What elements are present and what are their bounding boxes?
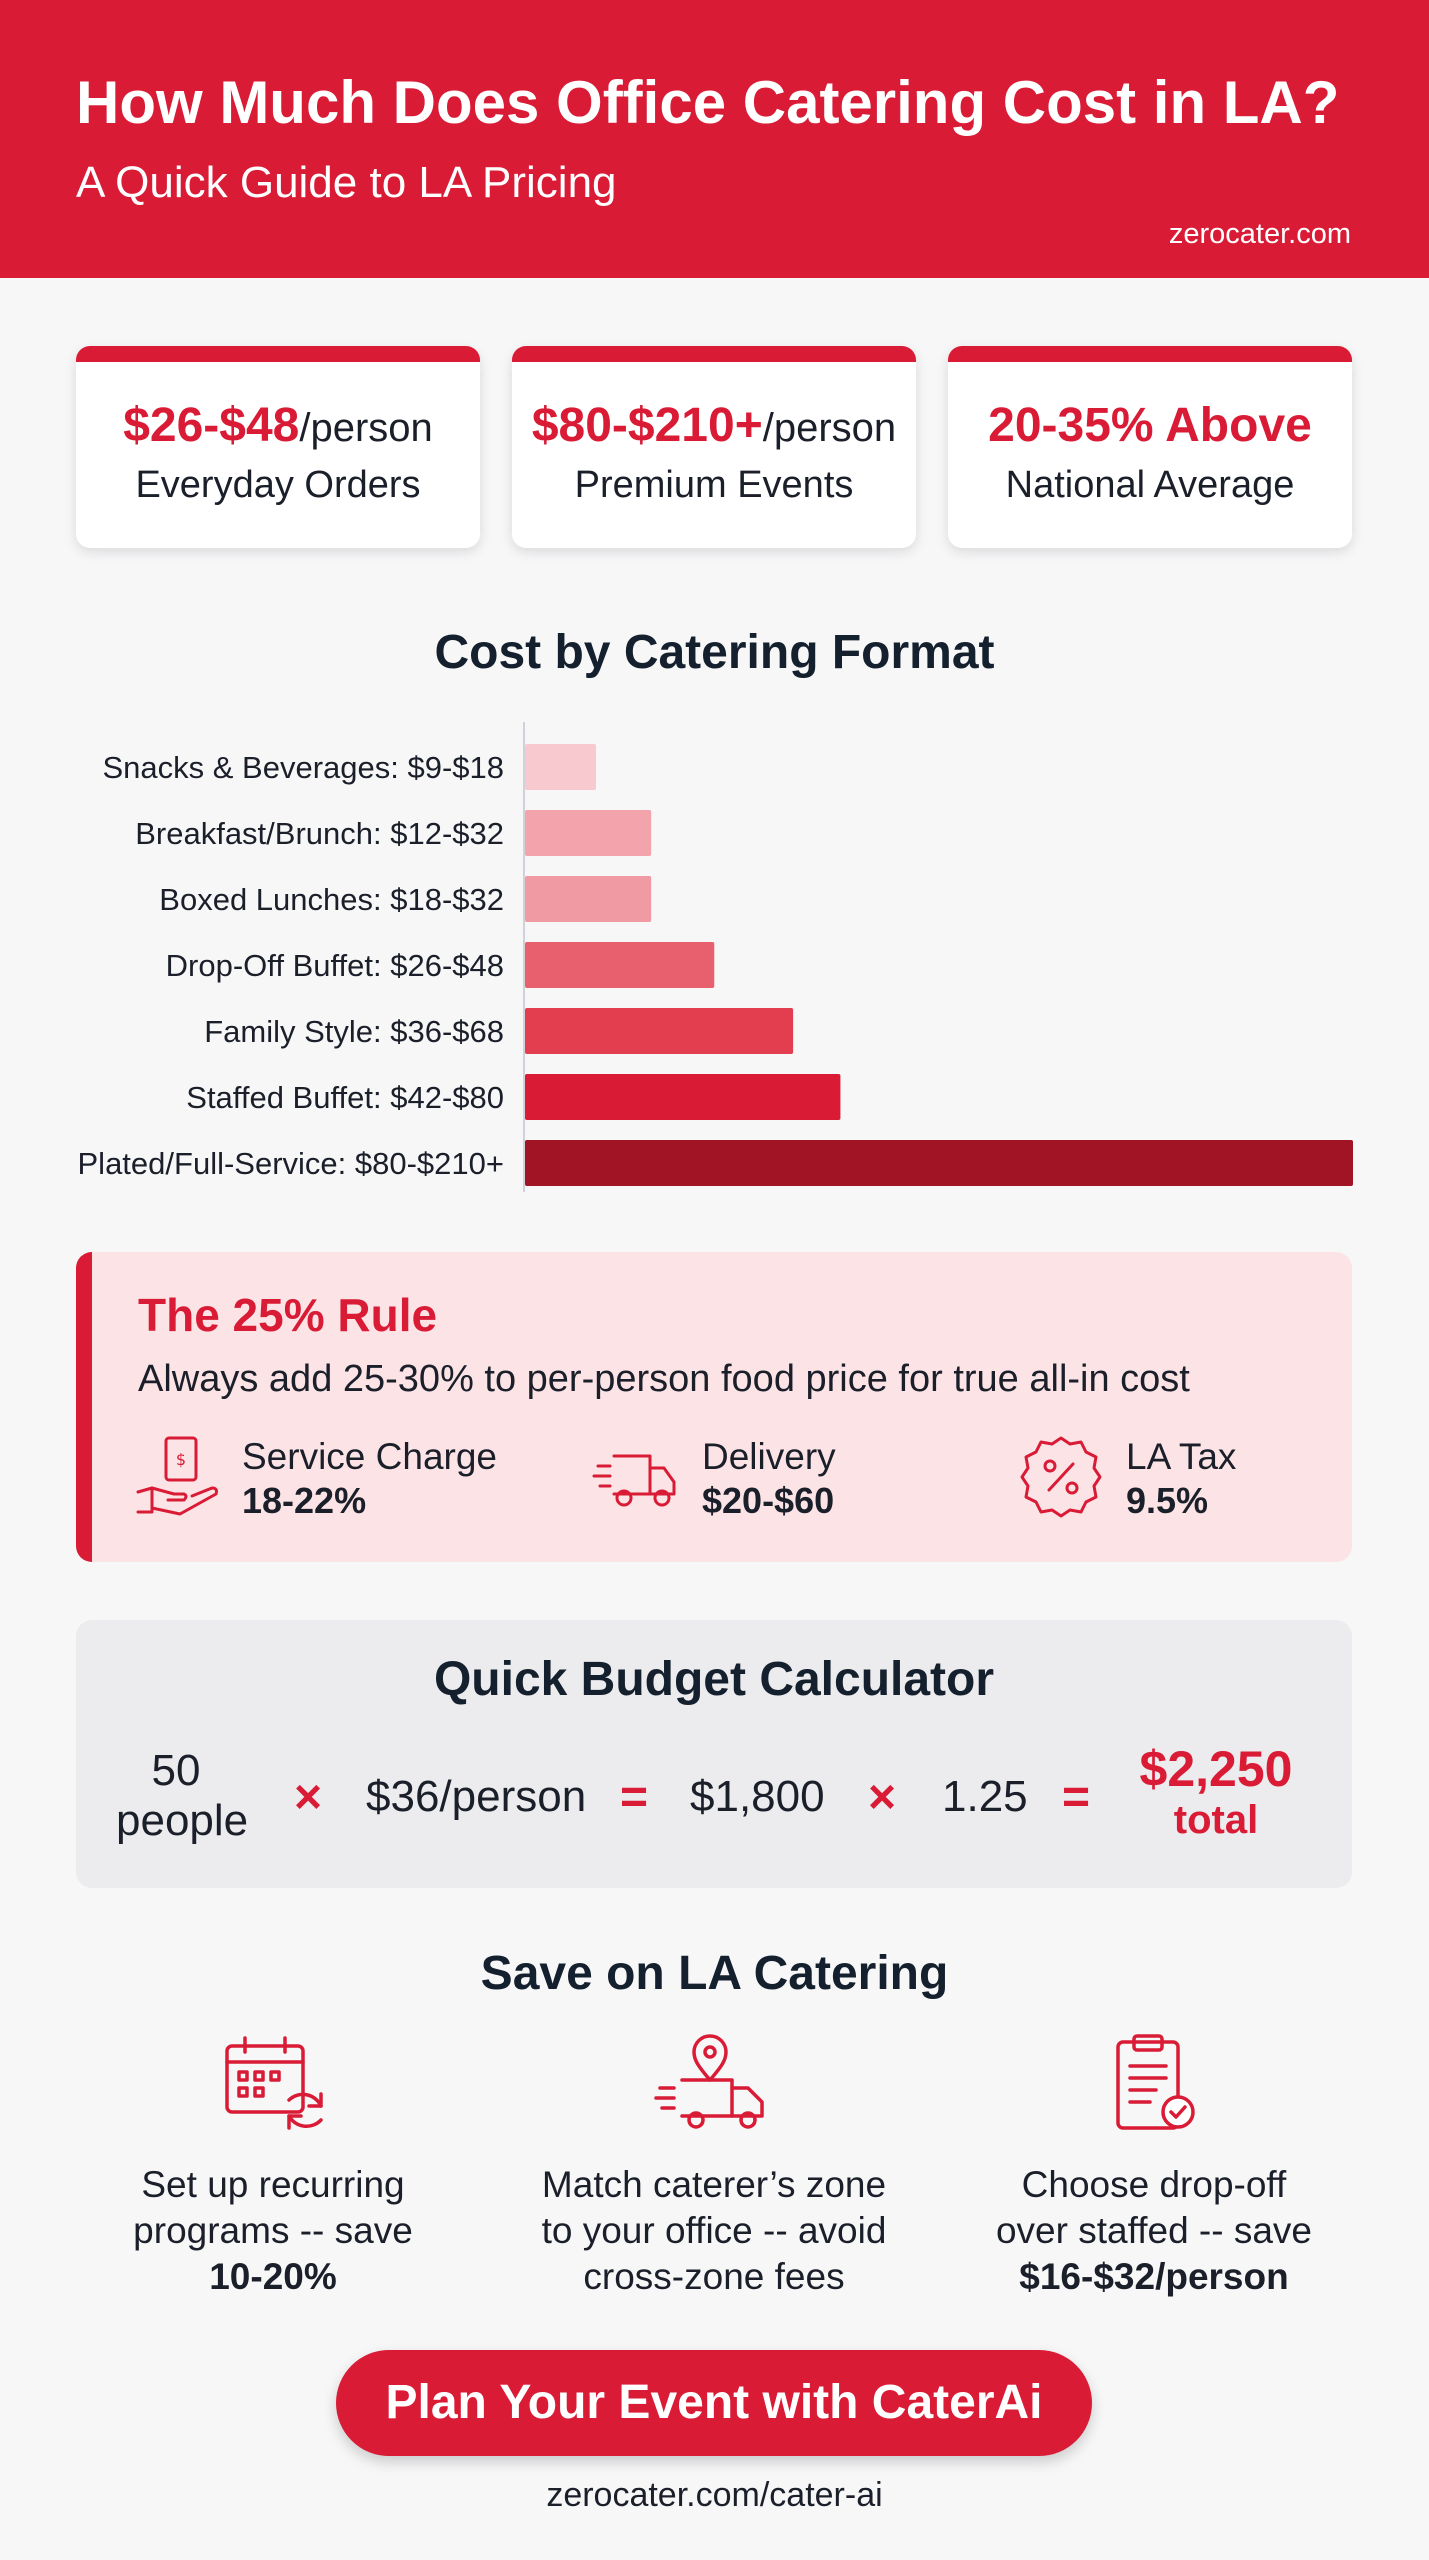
rule-title: The 25% Rule: [138, 1289, 438, 1341]
tip-line: Set up recurring: [141, 2164, 405, 2205]
recurring-calendar-icon: [225, 2036, 323, 2130]
stat-value: 20-35% Above: [948, 398, 1352, 453]
calc-multiply-sign: ×: [294, 1771, 323, 1824]
header-banner: [0, 0, 1429, 278]
calc-price: $36/person: [366, 1772, 587, 1821]
bar: [525, 1074, 841, 1120]
bar-category-label: Staffed Buffet: $42-$80: [186, 1080, 504, 1115]
chart-title: Cost by Catering Format: [434, 626, 995, 679]
site-link[interactable]: zerocater.com: [1168, 218, 1351, 250]
budget-calculator: Quick Budget Calculator 50 people × $36/…: [76, 1620, 1352, 1888]
save-tip-zone: Match caterer’s zone to your office -- a…: [504, 2030, 924, 2300]
card-accent-bar: [512, 346, 916, 362]
rule-item-label: Service Charge: [242, 1436, 498, 1477]
calc-total-label: total: [1173, 1798, 1259, 1842]
bar: [525, 942, 715, 988]
calc-people: 50 people: [116, 1746, 249, 1846]
truck-location-icon: [654, 2034, 764, 2129]
calc-equals-sign: =: [620, 1771, 649, 1824]
stat-label: Premium Events: [574, 464, 854, 506]
stat-value: $26-$48/person: [76, 398, 480, 453]
bar: [525, 1140, 1353, 1186]
calc-multiply-sign: ×: [868, 1771, 897, 1824]
stat-card-everyday: $26-$48/person Everyday Orders: [76, 346, 480, 548]
cost-bar-chart: Snacks & Beverages: $9-$18 Breakfast/Brun…: [78, 722, 1353, 1192]
page-subtitle: A Quick Guide to LA Pricing: [76, 158, 617, 207]
tip-line: Match caterer’s zone: [541, 2164, 887, 2205]
tip-line: cross-zone fees: [583, 2256, 845, 2297]
bar-category-label: Boxed Lunches: $18-$32: [159, 882, 504, 917]
save-tip-text: Set up recurring programs -- save 10-20%: [63, 2162, 483, 2300]
stat-card-national: 20-35% Above National Average: [948, 346, 1352, 548]
stat-label: Everyday Orders: [135, 464, 421, 506]
save-tip-text: Choose drop-off over staffed -- save $16…: [944, 2162, 1364, 2300]
save-tip-dropoff: Choose drop-off over staffed -- save $16…: [944, 2030, 1364, 2300]
delivery-truck-icon: [592, 1454, 676, 1507]
bar-category-label: Family Style: $36-$68: [204, 1014, 504, 1049]
calc-multiplier: 1.25: [942, 1772, 1028, 1821]
rule-item-value: 18-22%: [242, 1480, 367, 1521]
tip-highlight: $16-$32/person: [1019, 2256, 1289, 2297]
rule-description: Always add 25-30% to per-person food pri…: [138, 1358, 1190, 1400]
save-tip-text: Match caterer’s zone to your office -- a…: [504, 2162, 924, 2300]
rule-item-label: Delivery: [702, 1436, 836, 1477]
tip-line: to your office -- avoid: [541, 2210, 887, 2251]
bar-category-label: Snacks & Beverages: $9-$18: [102, 750, 504, 785]
bar: [525, 876, 652, 922]
rule-panel: The 25% Rule Always add 25-30% to per-pe…: [76, 1252, 1352, 1562]
card-accent-bar: [948, 346, 1352, 362]
save-section-title: Save on LA Catering: [480, 1947, 949, 2000]
svg-text:$: $: [176, 1450, 186, 1469]
stat-highlight: $26-$48: [123, 399, 300, 452]
calc-people-label: people: [116, 1796, 249, 1845]
stat-unit: /person: [299, 406, 433, 450]
card-accent-bar: [76, 346, 480, 362]
clipboard-check-icon: [1116, 2034, 1195, 2130]
rule-item-value: 9.5%: [1126, 1480, 1209, 1521]
bar: [525, 810, 652, 856]
calc-subtotal: $1,800: [690, 1772, 825, 1821]
calc-total-group: $2,250 total: [1126, 1740, 1306, 1843]
calc-equals-sign: =: [1062, 1771, 1091, 1824]
stat-highlight: 20-35% Above: [988, 399, 1312, 452]
calc-people-count: 50: [151, 1746, 201, 1795]
save-tip-recurring: Set up recurring programs -- save 10-20%: [63, 2030, 483, 2300]
stat-card-premium: $80-$210+/person Premium Events: [512, 346, 916, 548]
tip-line: Choose drop-off: [1021, 2164, 1287, 2205]
page-title: How Much Does Office Catering Cost in LA…: [76, 69, 1340, 136]
bar-category-label: Drop-Off Buffet: $26-$48: [166, 948, 504, 983]
tip-line: programs -- save: [133, 2210, 413, 2251]
stat-value: $80-$210+/person: [512, 398, 916, 453]
percent-badge-icon: [1020, 1436, 1102, 1518]
bar-category-label: Plated/Full-Service: $80-$210+: [78, 1146, 505, 1181]
footer-link[interactable]: zerocater.com/cater-ai: [546, 2476, 883, 2514]
stat-unit: /person: [762, 406, 897, 450]
stat-label: National Average: [1005, 464, 1295, 506]
plan-event-button[interactable]: Plan Your Event with CaterAi: [336, 2350, 1092, 2456]
rule-item-value: $20-$60: [702, 1480, 835, 1521]
bar: [525, 744, 596, 790]
bar-category-label: Breakfast/Brunch: $12-$32: [135, 816, 504, 851]
tip-highlight: 10-20%: [209, 2256, 337, 2297]
calc-total: $2,250: [1139, 1741, 1293, 1797]
calculator-title: Quick Budget Calculator: [433, 1653, 995, 1706]
bar: [525, 1008, 794, 1054]
rule-item-label: LA Tax: [1126, 1436, 1237, 1477]
stat-highlight: $80-$210+: [531, 399, 763, 452]
tip-line: over staffed -- save: [995, 2210, 1313, 2251]
rule-accent-edge: [76, 1252, 92, 1562]
hand-money-icon: $: [136, 1436, 218, 1516]
